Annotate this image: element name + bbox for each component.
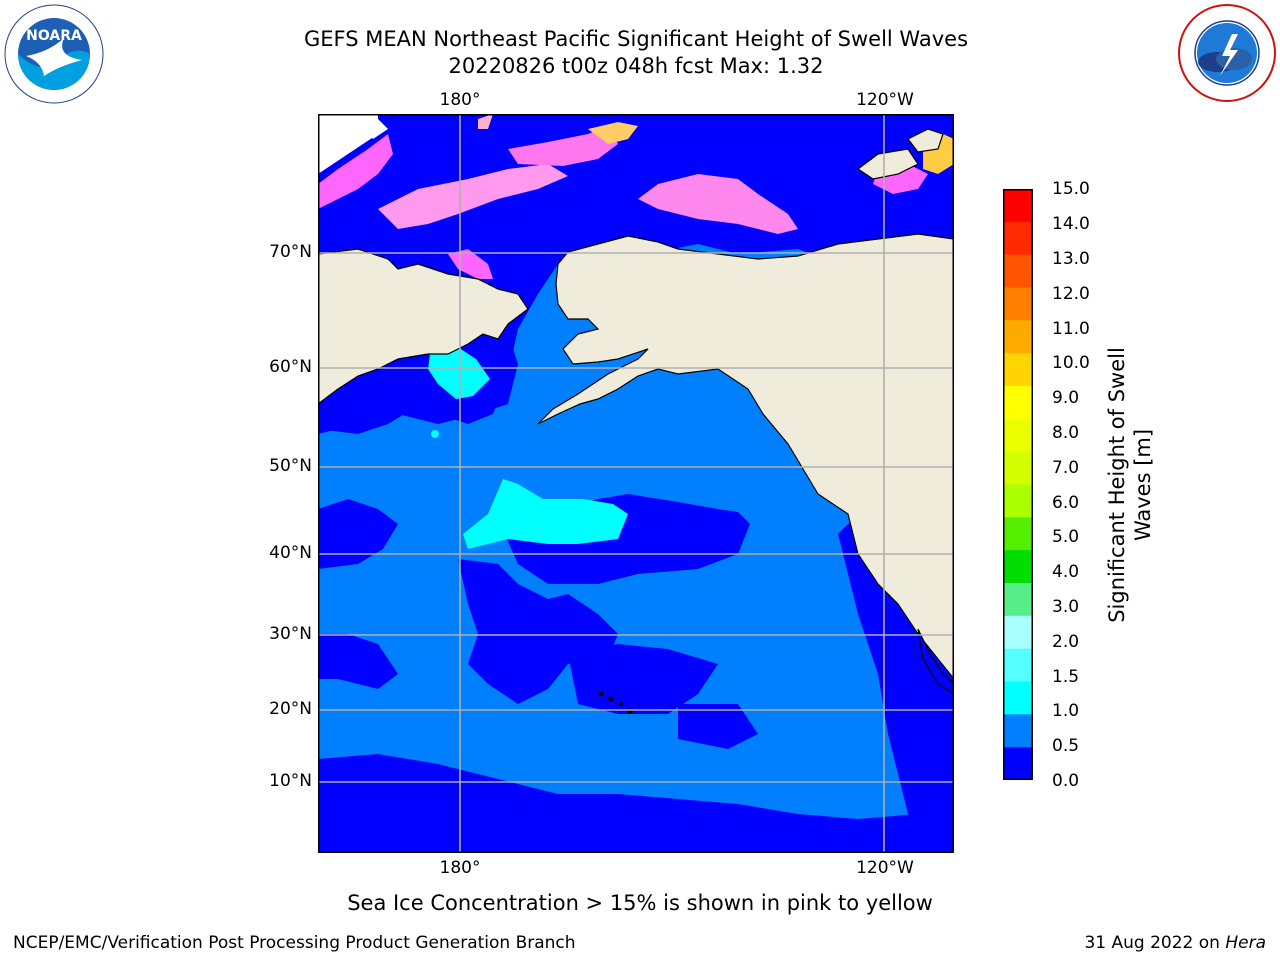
- noaa-logo: NOARA: [4, 4, 104, 104]
- svg-text:NOARA: NOARA: [26, 28, 82, 44]
- colorbar-tick: 10.0: [1052, 353, 1090, 373]
- colorbar-tick: 12.0: [1052, 284, 1090, 304]
- colorbar-label-line2: Waves [m]: [1131, 428, 1155, 542]
- colorbar-segment: [1003, 583, 1033, 617]
- colorbar-segment: [1003, 451, 1033, 485]
- colorbar-tick: 0.5: [1052, 736, 1080, 756]
- colorbar-segment: [1003, 287, 1033, 321]
- lat-label-40n: 40°N: [269, 543, 312, 563]
- nws-logo: [1178, 4, 1276, 102]
- land: [318, 128, 954, 695]
- colorbar-border: [1003, 189, 1033, 780]
- lat-label-30n: 30°N: [269, 624, 312, 644]
- sea-ice-overlay: [318, 114, 954, 279]
- colorbar-segment: [1003, 386, 1033, 420]
- colorbar-segment: [1003, 747, 1033, 781]
- map-panel: [318, 114, 954, 853]
- footer-machine: Hera: [1225, 933, 1266, 953]
- top-lon-label-180: 180°: [439, 90, 481, 110]
- colorbar-tick: 14.0: [1052, 214, 1090, 234]
- colorbar-segment: [1003, 550, 1033, 584]
- colorbar-tick: 6.0: [1052, 493, 1080, 513]
- land-siberia: [318, 248, 529, 405]
- colorbar-tick: 1.0: [1052, 701, 1080, 721]
- footer-date-text: 31 Aug 2022 on: [1084, 933, 1226, 953]
- colorbar-tick: 0.0: [1052, 771, 1080, 791]
- colorbar-tick: 15.0: [1052, 179, 1090, 199]
- lat-label-70n: 70°N: [269, 242, 312, 262]
- colorbar-tick: 2.0: [1052, 632, 1080, 652]
- colorbar-segment: [1003, 418, 1033, 453]
- colorbar-tick: 4.0: [1052, 562, 1080, 582]
- colorbar-label-line1: Significant Height of Swell: [1105, 347, 1129, 623]
- colorbar-tick: 7.0: [1052, 458, 1080, 478]
- map-border: [318, 114, 954, 853]
- colorbar-segment: [1003, 320, 1033, 354]
- colorbar-segment: [1003, 484, 1033, 518]
- land-alaska-canada: [537, 233, 954, 680]
- land-arctic-islands-2: [907, 128, 944, 153]
- colorbar-segment: [1003, 254, 1033, 288]
- colorbar-tick: 11.0: [1052, 319, 1090, 339]
- colorbar: [1003, 189, 1033, 781]
- colorbar-segment: [1003, 648, 1033, 682]
- colorbar-segment: [1003, 517, 1033, 551]
- lat-label-50n: 50°N: [269, 456, 312, 476]
- lat-label-60n: 60°N: [269, 357, 312, 377]
- map-subtitle: 20220826 t00z 048h fcst Max: 1.32: [448, 54, 824, 78]
- footer-credit: NCEP/EMC/Verification Post Processing Pr…: [13, 933, 576, 953]
- graticule: [318, 114, 954, 853]
- colorbar-tick: 9.0: [1052, 388, 1080, 408]
- colorbar-segment: [1003, 221, 1033, 256]
- land-arctic-islands: [856, 148, 919, 180]
- colorbar-tick: 1.5: [1052, 667, 1080, 687]
- footer-date: 31 Aug 2022 on Hera: [1084, 933, 1266, 953]
- colorbar-segment: [1003, 353, 1033, 387]
- lat-label-10n: 10°N: [269, 771, 312, 791]
- sea-ice-note: Sea Ice Concentration > 15% is shown in …: [347, 891, 933, 915]
- swell-band-1.0-1.5: [428, 344, 628, 549]
- land-baja: [917, 628, 954, 695]
- top-lon-label-120w: 120°W: [856, 90, 914, 110]
- colorbar-segment: [1003, 615, 1033, 650]
- colorbar-tick: 5.0: [1052, 527, 1080, 547]
- colorbar-tick: 13.0: [1052, 249, 1090, 269]
- colorbar-segment: [1003, 681, 1033, 715]
- colorbar-segment: [1003, 714, 1033, 748]
- lat-label-20n: 20°N: [269, 699, 312, 719]
- colorbar-tick: 3.0: [1052, 597, 1080, 617]
- bottom-lon-label-120w: 120°W: [856, 858, 914, 878]
- map-title: GEFS MEAN Northeast Pacific Significant …: [303, 27, 969, 51]
- colorbar-tick: 8.0: [1052, 423, 1080, 443]
- colorbar-segment: [1003, 189, 1033, 223]
- bottom-lon-label-180: 180°: [439, 858, 481, 878]
